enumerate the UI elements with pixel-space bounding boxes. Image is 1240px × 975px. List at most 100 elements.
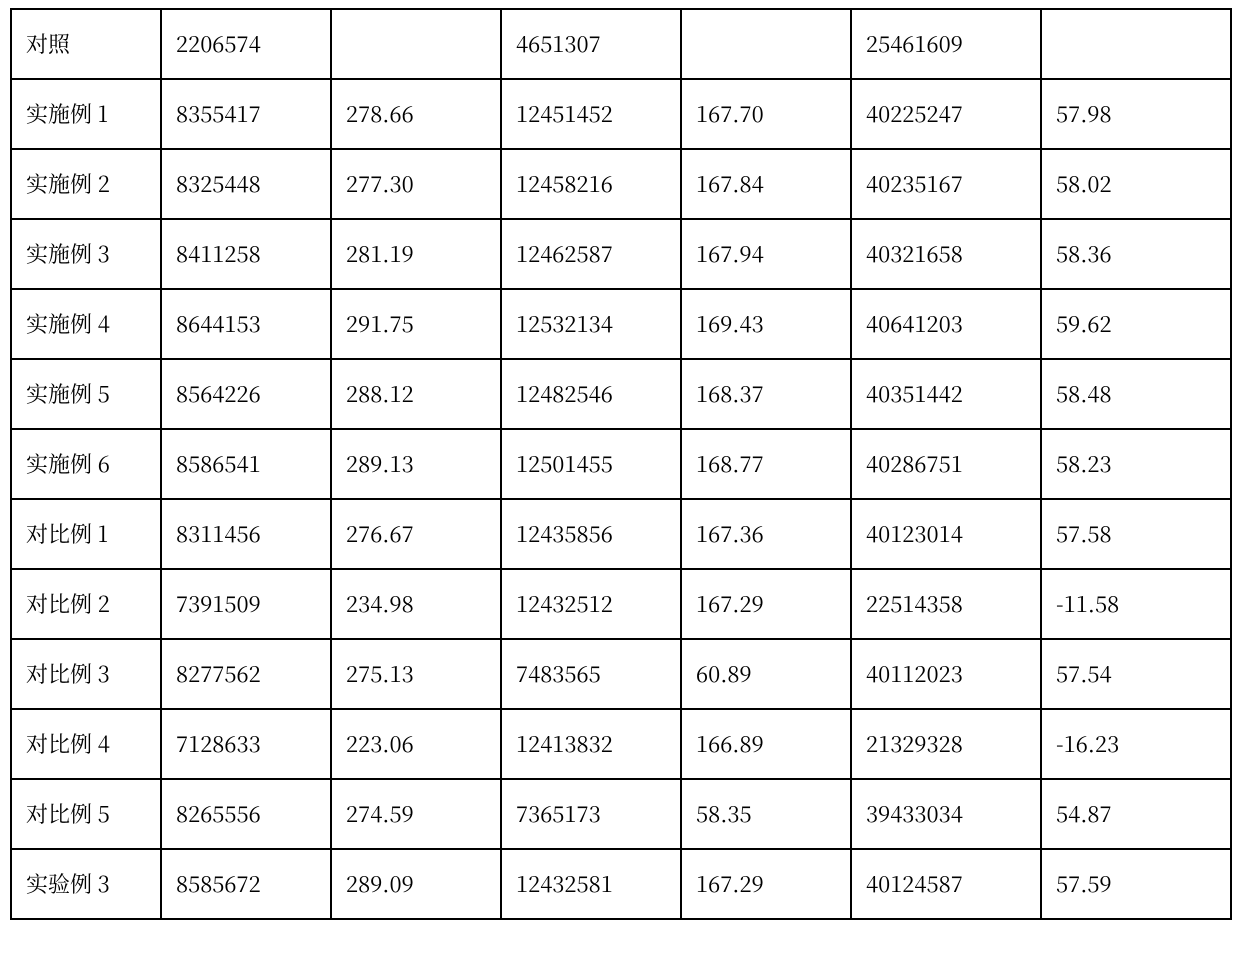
row-label-cell: 实验例 3 (11, 849, 161, 919)
data-cell: 58.35 (681, 779, 851, 849)
row-label-cell: 实施例 1 (11, 79, 161, 149)
table-row: 对比例 1 8311456 276.67 12435856 167.36 401… (11, 499, 1231, 569)
row-label-cell: 对比例 5 (11, 779, 161, 849)
data-cell: 8355417 (161, 79, 331, 149)
data-cell: 276.67 (331, 499, 501, 569)
data-cell: 40112023 (851, 639, 1041, 709)
data-cell: 277.30 (331, 149, 501, 219)
data-cell: 8311456 (161, 499, 331, 569)
table-row: 实施例 3 8411258 281.19 12462587 167.94 403… (11, 219, 1231, 289)
data-cell: 168.77 (681, 429, 851, 499)
table-row: 实施例 1 8355417 278.66 12451452 167.70 402… (11, 79, 1231, 149)
data-cell: 167.94 (681, 219, 851, 289)
row-label-cell: 对比例 1 (11, 499, 161, 569)
data-cell: 12413832 (501, 709, 681, 779)
data-cell: 25461609 (851, 9, 1041, 79)
data-table: 对照 2206574 4651307 25461609 实施例 1 835541… (10, 8, 1232, 920)
data-cell: 8564226 (161, 359, 331, 429)
data-cell: 12432512 (501, 569, 681, 639)
table-body: 对照 2206574 4651307 25461609 实施例 1 835541… (11, 9, 1231, 919)
data-cell: 289.13 (331, 429, 501, 499)
data-cell: 2206574 (161, 9, 331, 79)
data-cell: 12451452 (501, 79, 681, 149)
table-row: 实施例 5 8564226 288.12 12482546 168.37 403… (11, 359, 1231, 429)
data-cell: 58.02 (1041, 149, 1231, 219)
data-cell: 167.29 (681, 569, 851, 639)
data-cell: 8265556 (161, 779, 331, 849)
row-label-cell: 实施例 4 (11, 289, 161, 359)
data-cell (1041, 9, 1231, 79)
data-cell: 40351442 (851, 359, 1041, 429)
data-cell: 167.29 (681, 849, 851, 919)
data-cell: 167.84 (681, 149, 851, 219)
data-cell: 281.19 (331, 219, 501, 289)
data-cell: 57.98 (1041, 79, 1231, 149)
data-cell: 57.59 (1041, 849, 1231, 919)
data-cell: 274.59 (331, 779, 501, 849)
data-cell: 58.48 (1041, 359, 1231, 429)
data-cell: 40124587 (851, 849, 1041, 919)
data-cell: 39433034 (851, 779, 1041, 849)
data-cell (681, 9, 851, 79)
data-cell: 12432581 (501, 849, 681, 919)
data-cell: 167.70 (681, 79, 851, 149)
data-cell: 54.87 (1041, 779, 1231, 849)
page: 对照 2206574 4651307 25461609 实施例 1 835541… (0, 0, 1240, 975)
data-cell (331, 9, 501, 79)
row-label-cell: 实施例 2 (11, 149, 161, 219)
data-cell: 40225247 (851, 79, 1041, 149)
data-cell: 7483565 (501, 639, 681, 709)
data-cell: 167.36 (681, 499, 851, 569)
data-cell: 291.75 (331, 289, 501, 359)
row-label-cell: 对比例 2 (11, 569, 161, 639)
data-cell: 4651307 (501, 9, 681, 79)
data-cell: -16.23 (1041, 709, 1231, 779)
row-label-cell: 实施例 3 (11, 219, 161, 289)
data-cell: 168.37 (681, 359, 851, 429)
data-cell: 59.62 (1041, 289, 1231, 359)
data-cell: 12458216 (501, 149, 681, 219)
data-cell: 275.13 (331, 639, 501, 709)
data-cell: 57.58 (1041, 499, 1231, 569)
data-cell: 288.12 (331, 359, 501, 429)
table-row: 对照 2206574 4651307 25461609 (11, 9, 1231, 79)
table-row: 实施例 6 8586541 289.13 12501455 168.77 402… (11, 429, 1231, 499)
data-cell: 22514358 (851, 569, 1041, 639)
data-cell: 40235167 (851, 149, 1041, 219)
table-row: 对比例 3 8277562 275.13 7483565 60.89 40112… (11, 639, 1231, 709)
data-cell: 8585672 (161, 849, 331, 919)
table-row: 对比例 4 7128633 223.06 12413832 166.89 213… (11, 709, 1231, 779)
data-cell: 12501455 (501, 429, 681, 499)
data-cell: -11.58 (1041, 569, 1231, 639)
data-cell: 8586541 (161, 429, 331, 499)
data-cell: 60.89 (681, 639, 851, 709)
data-cell: 12435856 (501, 499, 681, 569)
data-cell: 8325448 (161, 149, 331, 219)
data-cell: 223.06 (331, 709, 501, 779)
table-row: 实验例 3 8585672 289.09 12432581 167.29 401… (11, 849, 1231, 919)
table-row: 对比例 2 7391509 234.98 12432512 167.29 225… (11, 569, 1231, 639)
data-cell: 289.09 (331, 849, 501, 919)
data-cell: 169.43 (681, 289, 851, 359)
row-label-cell: 实施例 5 (11, 359, 161, 429)
table-row: 对比例 5 8265556 274.59 7365173 58.35 39433… (11, 779, 1231, 849)
row-label-cell: 对比例 3 (11, 639, 161, 709)
data-cell: 8644153 (161, 289, 331, 359)
data-cell: 40641203 (851, 289, 1041, 359)
data-cell: 7128633 (161, 709, 331, 779)
data-cell: 21329328 (851, 709, 1041, 779)
data-cell: 8411258 (161, 219, 331, 289)
data-cell: 234.98 (331, 569, 501, 639)
data-cell: 57.54 (1041, 639, 1231, 709)
data-cell: 58.23 (1041, 429, 1231, 499)
row-label-cell: 对比例 4 (11, 709, 161, 779)
data-cell: 8277562 (161, 639, 331, 709)
data-cell: 40321658 (851, 219, 1041, 289)
table-row: 实施例 2 8325448 277.30 12458216 167.84 402… (11, 149, 1231, 219)
row-label-cell: 实施例 6 (11, 429, 161, 499)
data-cell: 12462587 (501, 219, 681, 289)
data-cell: 40123014 (851, 499, 1041, 569)
data-cell: 7365173 (501, 779, 681, 849)
data-cell: 278.66 (331, 79, 501, 149)
data-cell: 7391509 (161, 569, 331, 639)
